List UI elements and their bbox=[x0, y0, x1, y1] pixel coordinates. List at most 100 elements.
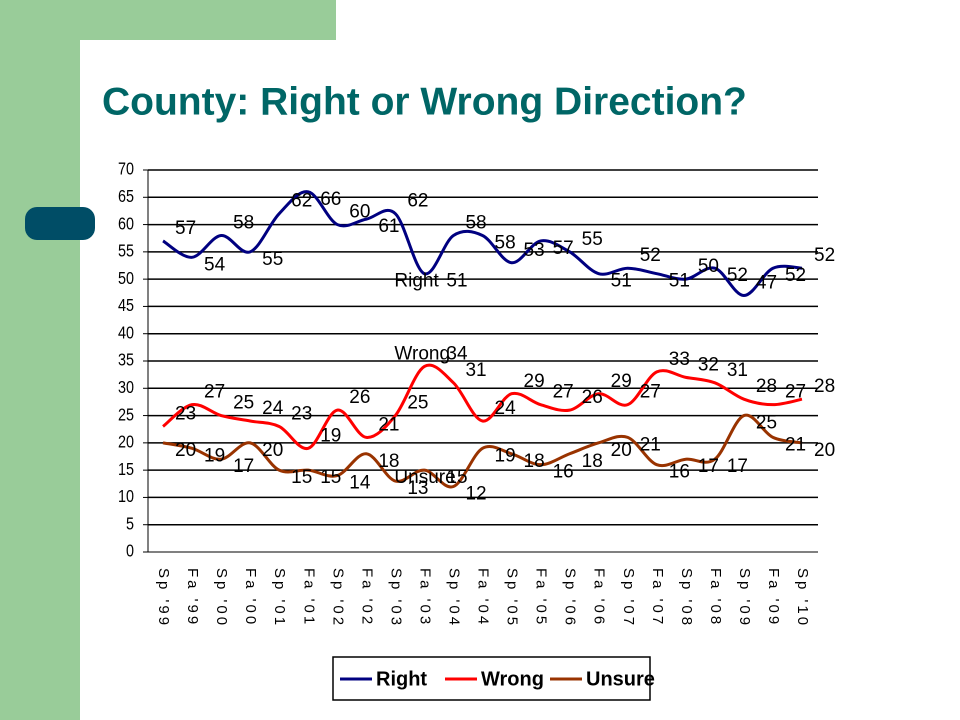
y-tick-label: 0 bbox=[126, 541, 134, 561]
data-label: 27 bbox=[204, 382, 225, 403]
x-tick-label: Fa '05 bbox=[533, 568, 550, 627]
data-label: 20 bbox=[262, 440, 283, 461]
data-label: 15 bbox=[320, 467, 341, 488]
data-label: 19 bbox=[320, 425, 341, 446]
y-tick-label: 25 bbox=[118, 405, 134, 425]
data-label: 66 bbox=[320, 189, 341, 210]
data-label: 54 bbox=[204, 254, 226, 275]
y-tick-label: 15 bbox=[118, 459, 134, 479]
x-tick-label: Fa '02 bbox=[358, 568, 375, 627]
x-tick-label: Sp '03 bbox=[387, 568, 404, 628]
data-label: 17 bbox=[727, 456, 748, 477]
data-label: 55 bbox=[582, 229, 603, 250]
x-tick-label: Fa '06 bbox=[591, 568, 608, 627]
data-label: 25 bbox=[407, 393, 428, 414]
data-label: 25 bbox=[233, 393, 254, 414]
x-tick-label: Sp '06 bbox=[562, 568, 579, 628]
data-label: 20 bbox=[611, 440, 632, 461]
top-bar bbox=[80, 0, 336, 40]
data-label: 18 bbox=[378, 451, 399, 472]
series-line bbox=[162, 413, 803, 489]
side-bar bbox=[0, 0, 80, 720]
data-label: 14 bbox=[349, 473, 371, 494]
data-label: 51 bbox=[446, 271, 467, 292]
data-label: 33 bbox=[669, 349, 690, 370]
data-label: 18 bbox=[582, 451, 603, 472]
data-label: 55 bbox=[262, 249, 283, 270]
data-label: 17 bbox=[233, 456, 254, 477]
data-label: 26 bbox=[349, 387, 370, 408]
data-label: 20 bbox=[814, 440, 835, 461]
x-tick-label: Sp '07 bbox=[620, 568, 637, 628]
data-label: 52 bbox=[785, 265, 806, 286]
data-label: 52 bbox=[640, 245, 661, 266]
data-label: 15 bbox=[291, 467, 312, 488]
data-label: 51 bbox=[611, 271, 632, 292]
tab bbox=[25, 207, 95, 240]
y-tick-label: 5 bbox=[126, 514, 134, 534]
x-tick-label: Fa '04 bbox=[475, 568, 492, 627]
y-tick-label: 30 bbox=[118, 378, 134, 398]
y-tick-label: 55 bbox=[118, 241, 134, 261]
data-label: 31 bbox=[465, 360, 486, 381]
x-tick-label: Sp '99 bbox=[155, 568, 172, 628]
data-label: 62 bbox=[291, 191, 312, 212]
data-label: 47 bbox=[756, 273, 777, 294]
y-tick-label: 20 bbox=[118, 432, 134, 452]
x-tick-label: Fa '09 bbox=[765, 568, 782, 627]
data-label: 50 bbox=[698, 256, 719, 277]
data-label: 25 bbox=[756, 413, 777, 434]
data-label: 27 bbox=[640, 382, 661, 403]
y-tick-label: 10 bbox=[118, 487, 134, 507]
data-label: 58 bbox=[233, 213, 254, 234]
x-tick-label: Fa '99 bbox=[184, 568, 201, 627]
chart-title: County: Right or Wrong Direction? bbox=[102, 80, 747, 123]
data-label: 16 bbox=[553, 462, 574, 483]
data-label: 23 bbox=[175, 404, 196, 425]
data-label: 29 bbox=[611, 371, 632, 392]
data-label: 24 bbox=[495, 398, 517, 419]
data-label: 20 bbox=[175, 440, 196, 461]
x-tick-label: Fa '00 bbox=[242, 568, 259, 627]
x-tick-label: Sp '08 bbox=[678, 568, 695, 628]
series-line bbox=[162, 363, 803, 450]
data-label: 62 bbox=[407, 191, 428, 212]
data-label: 34 bbox=[446, 343, 468, 364]
y-tick-label: 60 bbox=[118, 214, 134, 234]
data-label: 27 bbox=[785, 382, 806, 403]
data-label: 17 bbox=[698, 456, 719, 477]
data-label: 19 bbox=[204, 445, 225, 466]
data-label: 57 bbox=[175, 218, 196, 239]
y-tick-label: 35 bbox=[118, 350, 134, 370]
series-annotation: Unsure bbox=[394, 467, 455, 488]
data-label: 58 bbox=[465, 213, 486, 234]
x-tick-label: Sp '05 bbox=[504, 568, 521, 628]
data-label: 51 bbox=[669, 271, 690, 292]
data-label: 13 bbox=[407, 478, 428, 499]
data-label: 15 bbox=[446, 467, 467, 488]
data-label: 32 bbox=[698, 354, 719, 375]
x-tick-label: Sp '09 bbox=[736, 568, 753, 628]
data-label: 31 bbox=[727, 360, 748, 381]
data-label: 52 bbox=[814, 245, 835, 266]
series-annotation: Right bbox=[394, 271, 439, 292]
data-label: 29 bbox=[524, 371, 545, 392]
data-label: 21 bbox=[378, 414, 399, 435]
x-tick-label: Fa '08 bbox=[707, 568, 724, 627]
data-label: 58 bbox=[495, 233, 516, 254]
x-tick-label: Fa '01 bbox=[300, 568, 317, 627]
x-tick-label: Fa '03 bbox=[416, 568, 433, 627]
data-label: 57 bbox=[553, 238, 574, 259]
x-tick-label: Sp '00 bbox=[213, 568, 230, 628]
legend-label: Unsure bbox=[586, 668, 655, 690]
x-tick-label: Sp '04 bbox=[445, 568, 462, 628]
data-label: 12 bbox=[465, 484, 486, 505]
data-label: 24 bbox=[262, 398, 284, 419]
data-label: 21 bbox=[785, 434, 806, 455]
x-tick-label: Sp '10 bbox=[794, 568, 811, 628]
series-line bbox=[162, 190, 803, 298]
y-tick-label: 65 bbox=[118, 187, 134, 207]
data-label: 27 bbox=[553, 382, 574, 403]
data-label: 21 bbox=[640, 434, 661, 455]
